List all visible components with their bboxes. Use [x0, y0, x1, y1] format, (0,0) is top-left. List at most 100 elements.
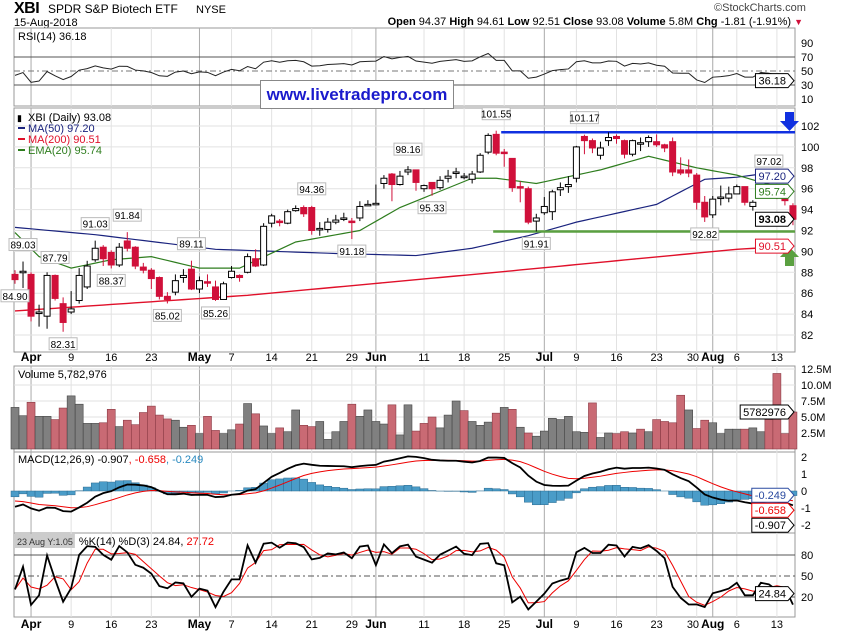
candle-body	[444, 175, 452, 179]
volume-bar	[74, 403, 84, 450]
price-annotation-box	[481, 107, 511, 121]
stoch-tag: 24.84	[758, 589, 786, 601]
price-annotation: 85.26	[203, 309, 228, 320]
candle	[284, 209, 292, 225]
volume-bar	[139, 412, 148, 450]
candle-body	[629, 140, 637, 155]
macd-tick-label: -1	[801, 503, 811, 515]
candle-body	[476, 154, 484, 173]
volume-bar	[235, 423, 244, 450]
volume-bar	[339, 421, 349, 450]
x-tick-label-stoch: Aug	[701, 617, 724, 631]
x-tick-label-stoch: Apr	[21, 617, 42, 631]
volume-bar	[251, 413, 260, 450]
candle	[564, 176, 572, 193]
x-tick-label-stoch: 30	[687, 619, 699, 631]
candle-body	[316, 227, 324, 231]
volume-bar	[548, 417, 557, 450]
ma50-tag: 97.20	[758, 171, 786, 183]
price-tick-label: 90	[801, 246, 813, 258]
volume-bar	[515, 426, 525, 450]
candle-icon: ▮	[17, 113, 22, 123]
price-annotation: 94.36	[299, 185, 324, 196]
ma200-tag-box	[754, 238, 795, 254]
candle	[348, 217, 356, 240]
macd-histogram-bar	[564, 490, 573, 499]
watermark-link[interactable]: www.livetradepro.com	[260, 80, 454, 109]
macd-histogram-bar	[395, 485, 405, 492]
macd-histogram-bar	[203, 490, 212, 493]
price-annotation-box	[152, 308, 182, 322]
cursor-readout: 23 Aug Y:1.05	[17, 537, 73, 547]
volume-bar	[660, 421, 669, 450]
macd-histogram-bar	[283, 477, 292, 492]
candle-body	[220, 283, 228, 300]
stoch-tick-label: 20	[801, 592, 813, 604]
volume-bar	[467, 421, 477, 450]
candle	[292, 205, 300, 212]
candle	[444, 169, 452, 183]
macd-histogram-bar	[387, 486, 397, 492]
volume-bar	[604, 432, 613, 450]
legend-ema20: EMA(20) 95.74	[28, 145, 102, 157]
rsi-tag-group: 36.18	[754, 73, 795, 89]
macd-histogram-bar	[740, 490, 750, 500]
macd-tick-label: 0	[801, 486, 807, 498]
candle	[741, 186, 749, 206]
volume-bar	[203, 416, 212, 450]
volume-bar	[419, 423, 429, 450]
candle	[220, 281, 228, 300]
rsi-tag: 36.18	[758, 76, 786, 88]
volume-bar	[34, 416, 44, 450]
close-tag-group: 93.08	[754, 211, 795, 227]
volume-bar	[10, 407, 20, 450]
candle-body	[588, 140, 596, 149]
ohlc-summary: Open 94.37 High 94.61 Low 92.51 Close 93…	[388, 16, 803, 28]
x-tick-label-stoch: 14	[266, 619, 278, 631]
legend-ma200: MA(200) 90.51	[28, 134, 101, 146]
candle	[669, 137, 677, 177]
price-annotation: 85.02	[155, 311, 180, 322]
x-tick-label-price: 23	[145, 352, 157, 364]
candle	[179, 269, 187, 283]
x-tick-label-price: 11	[418, 352, 429, 364]
price-annotation: 91.03	[83, 220, 108, 231]
volume-bar	[588, 402, 597, 450]
candle	[67, 291, 75, 315]
macd-histogram-bar	[18, 490, 28, 495]
candle	[412, 169, 420, 191]
candle	[661, 143, 669, 153]
price-annotation: 98.16	[395, 145, 420, 156]
rsi-tick-label: 90	[801, 38, 813, 50]
macd-histogram-bar	[411, 486, 421, 492]
macd-histogram-bar	[403, 485, 413, 492]
close-value: 93.08	[596, 16, 624, 28]
price-annotation: 91.84	[115, 211, 140, 222]
candle-body	[468, 173, 476, 180]
candle	[372, 184, 380, 206]
macd-histogram-bar	[612, 485, 621, 492]
candle	[556, 182, 564, 197]
candle	[364, 200, 372, 207]
volume-bar	[307, 426, 317, 450]
macd-histogram-bar	[58, 490, 68, 496]
open-value: 94.37	[418, 16, 447, 28]
candle	[701, 196, 709, 222]
stockcharts-credit[interactable]: ©StockCharts.com	[714, 2, 806, 14]
chart-date: 15-Aug-2018	[14, 17, 78, 29]
volume-bar	[227, 429, 236, 450]
volume-bar	[18, 415, 28, 450]
candle-body	[508, 157, 516, 189]
price-annotation: 82.31	[51, 340, 76, 351]
candle-body	[396, 175, 404, 186]
candle	[484, 133, 492, 155]
candle	[83, 260, 91, 290]
candle	[436, 176, 444, 190]
candle	[51, 274, 59, 301]
candle-body	[540, 205, 548, 214]
ma200-tag: 90.51	[758, 241, 786, 253]
x-tick-label-price: 9	[573, 352, 579, 364]
candle-body	[91, 247, 99, 261]
price-tick-label: 98	[801, 163, 813, 175]
candle-body	[604, 136, 612, 142]
